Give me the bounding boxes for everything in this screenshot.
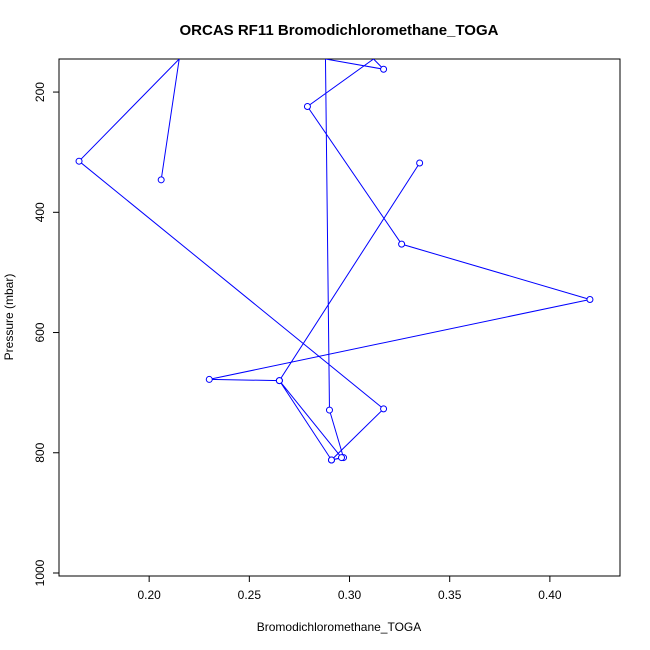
plot-frame (58, 58, 621, 577)
data-point (205, 375, 213, 383)
data-point (586, 295, 594, 303)
data-point (275, 377, 283, 385)
data-point (303, 102, 311, 110)
y-tick-label: 1000 (33, 559, 47, 586)
series-line (78, 59, 591, 461)
y-axis: 200 400 600 800 1000 (33, 82, 59, 586)
data-layer (75, 59, 594, 464)
x-axis-label: Bromodichloromethane_TOGA (257, 620, 422, 634)
data-point (325, 406, 333, 414)
data-point (380, 65, 388, 73)
data-point (416, 159, 424, 167)
y-tick-label: 600 (33, 322, 47, 342)
x-tick-label: 0.40 (538, 588, 562, 602)
x-tick-label: 0.25 (238, 588, 262, 602)
y-tick-label: 400 (33, 202, 47, 222)
data-point (338, 454, 346, 462)
data-point (380, 405, 388, 413)
data-point (75, 157, 83, 165)
y-tick-label: 200 (33, 82, 47, 102)
x-tick-label: 0.35 (438, 588, 462, 602)
data-point (157, 176, 165, 184)
x-tick-label: 0.30 (338, 588, 362, 602)
x-tick-label: 0.20 (137, 588, 161, 602)
x-axis: 0.20 0.25 0.30 0.35 0.40 (137, 576, 562, 602)
y-axis-label: Pressure (mbar) (2, 274, 16, 361)
data-point (327, 456, 335, 464)
y-tick-label: 800 (33, 442, 47, 462)
data-point (398, 240, 406, 248)
chart-title: ORCAS RF11 Bromodichloromethane_TOGA (180, 22, 499, 39)
